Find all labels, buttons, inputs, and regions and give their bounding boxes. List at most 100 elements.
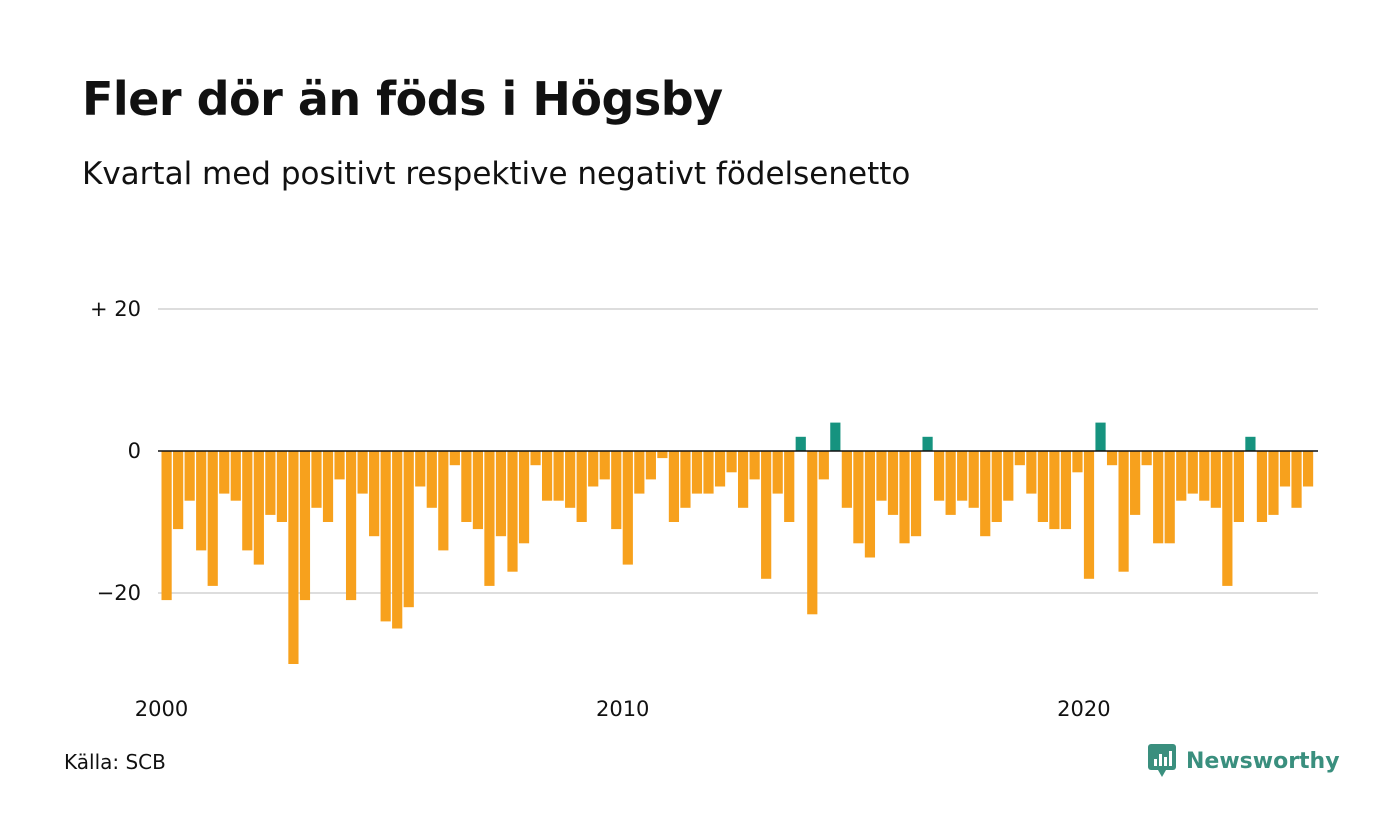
bar (276, 451, 287, 522)
bar (784, 451, 795, 522)
bar (922, 436, 933, 451)
bar (1003, 451, 1014, 501)
y-axis-ticks: + 20 0 −20 (90, 297, 141, 605)
bar (738, 451, 749, 508)
bar (369, 451, 380, 537)
bar (1164, 451, 1175, 544)
bar (1060, 451, 1072, 530)
bar (1256, 451, 1268, 522)
bar (219, 451, 230, 494)
source-note: Källa: SCB (64, 750, 166, 774)
bar (899, 451, 910, 544)
bar (184, 451, 195, 501)
bar (968, 451, 979, 508)
bar (1187, 451, 1198, 494)
bar (472, 451, 484, 530)
bar (1210, 451, 1221, 508)
bar (841, 451, 852, 508)
bar (680, 451, 691, 508)
bar (910, 451, 922, 537)
bar (1037, 451, 1048, 522)
bar (945, 451, 956, 515)
bar (392, 451, 403, 629)
x-tick-label: 2000 (135, 697, 188, 721)
bar (1153, 451, 1164, 544)
x-tick-label: 2010 (596, 697, 649, 721)
bar (173, 451, 184, 530)
bar (530, 451, 541, 466)
bar (541, 451, 553, 501)
chart-title: Fler dör än föds i Högsby (82, 72, 723, 126)
bar (864, 451, 876, 558)
bar (761, 451, 772, 579)
bar (1245, 436, 1256, 451)
bar (588, 451, 599, 487)
bar (703, 451, 714, 494)
bar (1176, 451, 1187, 501)
bar (1049, 451, 1060, 530)
bar (265, 451, 276, 515)
brand-name: Newsworthy (1186, 748, 1340, 774)
bar (749, 451, 760, 480)
bar (357, 451, 368, 494)
bar (1118, 451, 1129, 572)
bar (726, 451, 737, 473)
bars (161, 422, 1314, 664)
bar (1233, 451, 1244, 522)
bar (426, 451, 437, 508)
bar (299, 451, 311, 601)
bar (714, 451, 726, 487)
bar (288, 451, 299, 664)
bar (1026, 451, 1037, 494)
bar (1302, 451, 1314, 487)
bar (1014, 451, 1025, 466)
bar (634, 451, 645, 494)
bar (403, 451, 414, 608)
bar (576, 451, 587, 522)
bar (1279, 451, 1291, 487)
bar (196, 451, 207, 551)
bar (934, 451, 945, 501)
bar (484, 451, 495, 586)
brand-logo[interactable]: Newsworthy (1148, 744, 1340, 778)
y-tick-label: 0 (128, 439, 141, 463)
bar (1141, 451, 1152, 466)
bar (449, 451, 460, 466)
bar (853, 451, 864, 544)
bar (1130, 451, 1141, 515)
bar (311, 451, 322, 508)
bar (345, 451, 357, 601)
bar (818, 451, 829, 480)
bar (565, 451, 576, 508)
bar (1083, 451, 1095, 579)
y-tick-label: −20 (97, 581, 141, 605)
bar (1199, 451, 1210, 501)
chart-subtitle: Kvartal med positivt respektive negativt… (82, 156, 911, 192)
bar (807, 451, 818, 615)
bar (322, 451, 334, 522)
bar (980, 451, 991, 537)
bar (242, 451, 253, 551)
bar (415, 451, 426, 487)
bar (645, 451, 656, 480)
bar (461, 451, 472, 522)
bar (611, 451, 622, 530)
bar (230, 451, 241, 501)
newsworthy-logo-icon (1148, 744, 1176, 777)
bar (691, 451, 703, 494)
bar (1095, 422, 1106, 451)
bar (657, 451, 668, 459)
bar (380, 451, 391, 622)
bar (1106, 451, 1118, 466)
bar (161, 451, 172, 601)
bar (876, 451, 887, 501)
bar (207, 451, 218, 586)
bar (887, 451, 899, 515)
bar (1072, 451, 1083, 473)
y-tick-label: + 20 (90, 297, 141, 321)
bar (518, 451, 530, 544)
bar (507, 451, 518, 572)
bar (957, 451, 968, 501)
bar (438, 451, 449, 551)
